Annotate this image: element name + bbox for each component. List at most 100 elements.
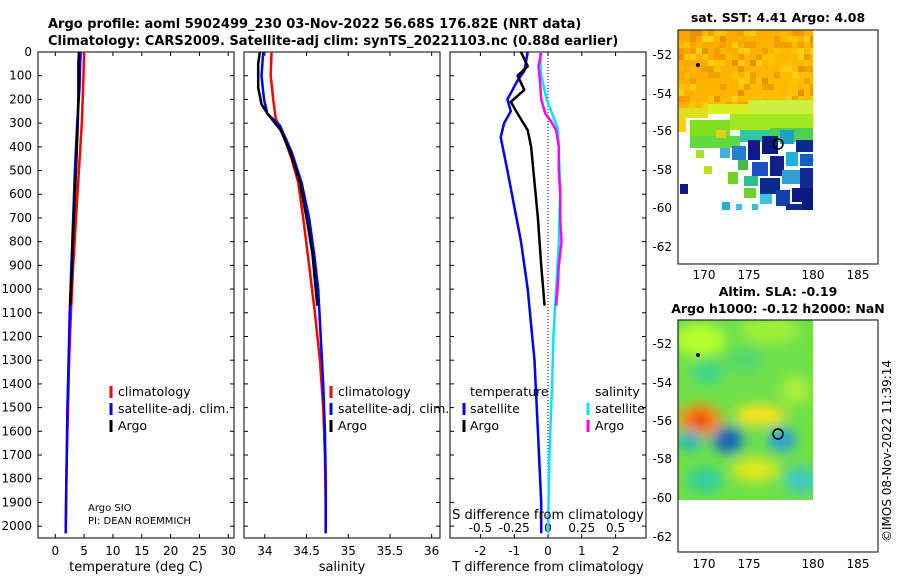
sst-cell <box>690 36 696 42</box>
sst-cell <box>744 42 750 48</box>
legend-label-s-satellite: satellite <box>595 401 645 416</box>
depth-tick-label: 600 <box>9 187 32 201</box>
sst-cell <box>810 72 813 78</box>
legend-label-t-argo: Argo <box>470 418 499 433</box>
sst-cell <box>714 48 720 54</box>
sst-cell <box>678 108 708 118</box>
sst-cell <box>684 42 690 48</box>
depth-tick-label: 200 <box>9 92 32 106</box>
legend-label-climatology: climatology <box>118 384 191 399</box>
sst-cell <box>678 118 686 132</box>
sst-cell <box>792 78 798 84</box>
sst-ytick: -56 <box>652 124 672 138</box>
sst-cell <box>738 78 744 84</box>
xtick-label: 25 <box>192 544 207 558</box>
sst-cell <box>810 90 813 96</box>
sst-cell <box>744 48 750 54</box>
sst-cell <box>750 60 756 66</box>
sst-cell <box>738 66 744 72</box>
sst-cell <box>684 96 690 102</box>
top-xtick-label: -0.5 <box>469 521 492 535</box>
temperature-panel: 0100200300400500600700800900100011001200… <box>1 45 235 575</box>
sla-map-float-marker <box>772 428 784 440</box>
sst-cell <box>696 150 704 158</box>
sst-cell <box>708 96 714 102</box>
sst-cell <box>702 54 708 60</box>
depth-tick-label: 1100 <box>1 306 32 320</box>
sst-cell <box>678 54 684 60</box>
depth-tick-label: 800 <box>9 235 32 249</box>
sst-cell <box>798 66 804 72</box>
difference-panel: -2 -1 0 1 2-0.5 -0.25 0 0.25 0.5 T difference fr… <box>449 51 647 575</box>
depth-tick-label: 1200 <box>1 329 32 343</box>
sst-map-dot <box>696 63 700 67</box>
sst-cell <box>738 48 744 54</box>
xtick-label: 2 <box>612 544 620 558</box>
xtick-label: 35 <box>341 544 356 558</box>
sla-ytick: -62 <box>652 530 672 544</box>
sla-xtick: 170 <box>693 557 716 571</box>
sst-cell <box>750 78 756 84</box>
sst-cell <box>804 66 810 72</box>
sst-cell <box>792 188 813 202</box>
depth-tick-label: 1600 <box>1 424 32 438</box>
sst-cell <box>678 90 684 96</box>
depth-tick-label: 1300 <box>1 353 32 367</box>
depth-tick-label: 300 <box>9 116 32 130</box>
sst-cell <box>786 204 802 210</box>
sst-cell <box>786 152 798 166</box>
sst-cell <box>760 194 772 204</box>
legend-label-s-argo: Argo <box>595 418 624 433</box>
depth-tick-label: 1800 <box>1 472 32 486</box>
sla-ytick: -58 <box>652 452 672 466</box>
sst-cell <box>744 188 756 198</box>
sst-cell <box>760 178 780 194</box>
series-line-t-satellite <box>499 51 543 534</box>
sst-map-yticks: -52 -54 -56 -58 -60 -62 <box>652 48 672 254</box>
depth-tick-label: 1500 <box>1 401 32 415</box>
sst-cell <box>702 66 708 72</box>
sst-cell <box>768 54 774 60</box>
sst-cell <box>768 84 774 90</box>
sst-cell <box>792 72 798 78</box>
sst-cell <box>786 66 792 72</box>
figure-title-line2: Climatology: CARS2009. Satellite-adj cli… <box>48 34 618 49</box>
sst-map-title: sat. SST: 4.41 Argo: 4.08 <box>691 10 865 25</box>
sst-cell <box>732 96 738 102</box>
sst-ytick: -58 <box>652 163 672 177</box>
sst-cell <box>768 66 774 72</box>
sla-map-yticks: -52 -54 -56 -58 -60 -62 <box>652 337 672 544</box>
xtick-label: 30 <box>221 544 236 558</box>
sst-cell <box>802 200 813 210</box>
sst-cell <box>792 96 798 102</box>
sst-cell <box>702 30 708 36</box>
depth-tick-label: 900 <box>9 258 32 272</box>
sst-cell <box>786 96 792 102</box>
sst-cell <box>810 36 813 42</box>
sst-cell <box>732 146 746 160</box>
sst-cell <box>720 42 726 48</box>
sst-cell <box>798 84 804 90</box>
xtick-label: -1 <box>508 544 520 558</box>
sst-cell <box>804 96 810 102</box>
sst-cell <box>736 204 742 210</box>
sla-xtick: 175 <box>738 557 761 571</box>
legend-label-argo: Argo <box>338 418 367 433</box>
sst-cell <box>786 36 792 42</box>
sst-cell <box>704 166 712 174</box>
depth-tick-label: 1000 <box>1 282 32 296</box>
series-line-s-argo <box>537 51 563 306</box>
sst-cell <box>804 78 810 84</box>
sst-cell <box>678 42 684 48</box>
depth-tick-label: 1400 <box>1 377 32 391</box>
sst-cell <box>786 54 792 60</box>
legend-label-satellite: satellite-adj. clim. <box>118 401 229 416</box>
sst-cell <box>708 30 714 36</box>
sst-cell <box>696 30 702 36</box>
sst-cell <box>690 66 696 72</box>
sst-cell <box>810 66 813 72</box>
sst-cell <box>798 42 804 48</box>
temperature-axes-box <box>37 51 235 539</box>
xtick-label: 20 <box>163 544 178 558</box>
sst-map-panel: sat. SST: 4.41 Argo: 4.08 -52 -54 -56 -5… <box>652 10 879 282</box>
